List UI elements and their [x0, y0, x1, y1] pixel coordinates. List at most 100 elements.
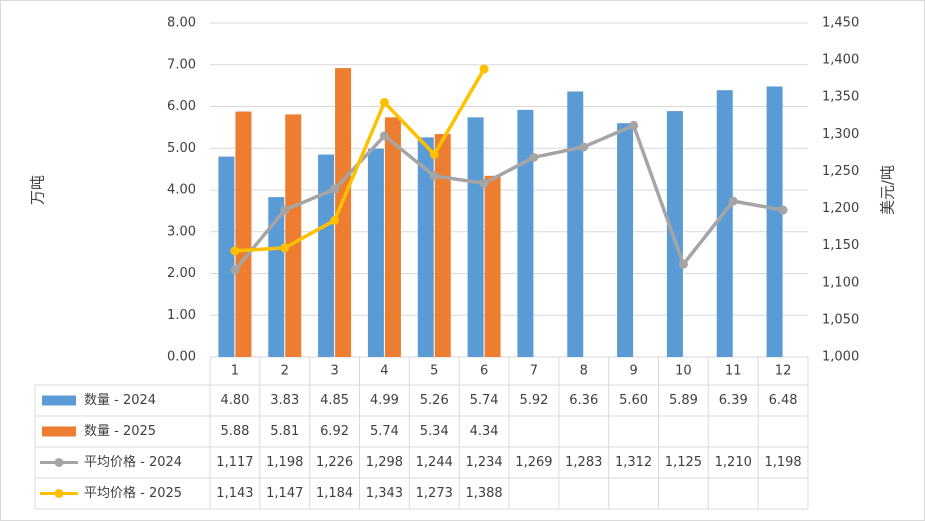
y-tick-label: 8.00 — [167, 16, 196, 31]
bar — [567, 91, 584, 357]
table-value: 1,388 — [465, 486, 502, 501]
table-value: 4.34 — [470, 424, 499, 439]
legend-key — [42, 395, 76, 406]
point — [429, 149, 439, 159]
point — [429, 171, 439, 181]
point — [230, 265, 240, 275]
x-tick-label: 4 — [380, 364, 388, 379]
table-value: 1,198 — [764, 455, 801, 470]
bar — [318, 154, 335, 357]
table-value: 5.92 — [519, 393, 548, 408]
point — [778, 205, 788, 215]
x-tick-label: 6 — [480, 364, 488, 379]
y-tick-label: 3.00 — [167, 224, 196, 239]
y2-tick-label: 1,100 — [822, 275, 859, 290]
x-tick-label: 12 — [775, 364, 792, 379]
table-value: 6.92 — [320, 424, 349, 439]
table-value: 5.88 — [220, 424, 249, 439]
table-value: 1,283 — [565, 455, 602, 470]
x-tick-label: 5 — [430, 364, 438, 379]
table-value: 5.74 — [370, 424, 399, 439]
table-value: 5.26 — [420, 393, 449, 408]
point — [379, 97, 389, 107]
table-value: 4.80 — [220, 393, 249, 408]
y-tick-label: 2.00 — [167, 266, 196, 281]
legend-label: 数量 - 2024 — [84, 393, 156, 408]
table-value: 6.48 — [769, 393, 798, 408]
point — [629, 120, 639, 130]
table-value: 5.74 — [470, 393, 499, 408]
point — [379, 131, 389, 141]
table-value: 6.39 — [719, 393, 748, 408]
point — [230, 246, 240, 256]
line — [233, 123, 784, 272]
table-value: 1,147 — [266, 486, 303, 501]
table-value: 1,298 — [366, 455, 403, 470]
table-value: 1,143 — [216, 486, 253, 501]
bar — [467, 117, 484, 357]
table-value: 1,273 — [416, 486, 453, 501]
y2-tick-label: 1,450 — [822, 16, 859, 31]
bar — [268, 197, 285, 357]
point — [579, 142, 589, 152]
bar — [517, 109, 534, 357]
point — [728, 196, 738, 206]
x-tick-label: 10 — [675, 364, 692, 379]
legend-key — [42, 426, 76, 437]
y2-tick-label: 1,250 — [822, 164, 859, 179]
table-value: 1,184 — [316, 486, 353, 501]
table-value: 1,210 — [715, 455, 752, 470]
y2-tick-label: 1,300 — [822, 127, 859, 142]
y2-axis-label: 美元/吨 — [879, 165, 897, 215]
bar — [367, 148, 384, 357]
y-tick-label: 6.00 — [167, 99, 196, 114]
point — [479, 178, 489, 188]
table-value: 3.83 — [270, 393, 299, 408]
y2-tick-label: 1,400 — [822, 53, 859, 68]
legend-label: 数量 - 2025 — [84, 424, 156, 439]
bar — [666, 111, 683, 357]
point — [529, 152, 539, 162]
line — [234, 68, 486, 253]
table-value: 1,244 — [416, 455, 453, 470]
bar — [434, 134, 451, 357]
x-tick-label: 2 — [281, 364, 289, 379]
y2-tick-label: 1,350 — [822, 90, 859, 105]
table-value: 5.89 — [669, 393, 698, 408]
point — [280, 243, 290, 253]
bar — [484, 175, 501, 357]
table-value: 4.85 — [320, 393, 349, 408]
point — [479, 64, 489, 74]
table-value: 1,226 — [316, 455, 353, 470]
table-value: 1,198 — [266, 455, 303, 470]
legend-key — [54, 489, 64, 498]
y-tick-label: 0.00 — [167, 350, 196, 365]
table-value: 6.36 — [569, 393, 598, 408]
y2-tick-label: 1,150 — [822, 238, 859, 253]
y2-tick-label: 1,000 — [822, 350, 859, 365]
table-value: 4.99 — [370, 393, 399, 408]
point — [330, 215, 340, 225]
y-tick-label: 5.00 — [167, 141, 196, 156]
y2-tick-label: 1,200 — [822, 201, 859, 216]
x-tick-label: 3 — [330, 364, 338, 379]
table-value: 1,312 — [615, 455, 652, 470]
table-value: 5.34 — [420, 424, 449, 439]
point — [678, 259, 688, 269]
table-value: 1,117 — [216, 455, 253, 470]
y-tick-label: 4.00 — [167, 183, 196, 198]
bar — [716, 90, 733, 357]
y-tick-label: 1.00 — [167, 308, 196, 323]
x-tick-label: 1 — [231, 364, 239, 379]
table-value: 1,343 — [366, 486, 403, 501]
y-tick-label: 7.00 — [167, 57, 196, 72]
table-value: 5.60 — [619, 393, 648, 408]
bar — [285, 114, 302, 358]
bar — [384, 117, 401, 357]
bar — [766, 86, 783, 358]
x-tick-label: 7 — [530, 364, 538, 379]
x-tick-label: 8 — [580, 364, 588, 379]
legend-label: 平均价格 - 2025 — [84, 485, 182, 501]
